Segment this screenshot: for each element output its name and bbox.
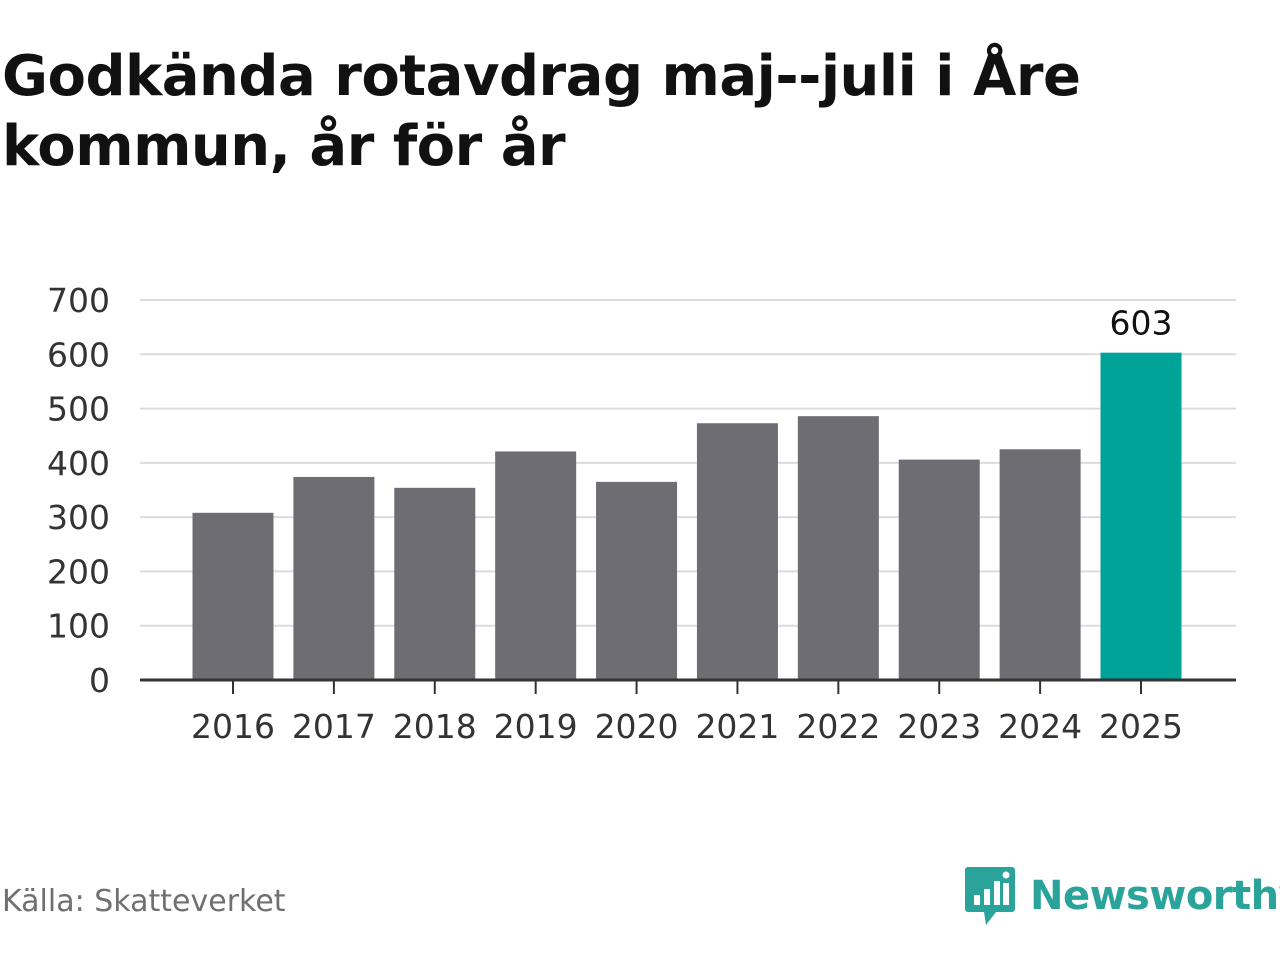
x-tick-label: 2016 — [191, 707, 275, 746]
x-axis — [140, 678, 1236, 694]
data-label: 603 — [1110, 304, 1173, 343]
brand-logo: Newsworthy — [964, 864, 1280, 928]
x-tick-label: 2023 — [897, 707, 981, 746]
y-tick-label: 400 — [47, 444, 110, 483]
bar — [797, 416, 879, 680]
bar — [192, 512, 274, 680]
x-tick-label: 2017 — [292, 707, 376, 746]
x-tick-label: 2018 — [393, 707, 477, 746]
x-tick-label: 2022 — [796, 707, 880, 746]
x-tick-label: 2019 — [494, 707, 578, 746]
bar — [293, 476, 375, 680]
brand-name: Newsworthy — [1030, 873, 1280, 919]
y-tick-label: 200 — [47, 552, 110, 591]
y-axis-tick-labels: 0 100 200 300 400 500 600 700 — [47, 281, 110, 700]
y-tick-label: 300 — [47, 498, 110, 537]
y-tick-label: 0 — [89, 661, 110, 700]
chart-title: Godkända rotavdrag maj--juli i Åre kommu… — [2, 44, 1081, 179]
bar — [1100, 352, 1182, 680]
data-labels: 603 — [1110, 304, 1173, 343]
bar — [696, 423, 778, 680]
bar — [394, 487, 476, 680]
x-tick-label: 2021 — [695, 707, 779, 746]
x-tick-label: 2024 — [998, 707, 1082, 746]
source-note: Källa: Skatteverket — [2, 884, 286, 919]
bars — [192, 352, 1182, 680]
newsworthy-logo-icon — [965, 867, 1015, 925]
y-tick-label: 100 — [47, 607, 110, 646]
y-tick-label: 700 — [47, 281, 110, 320]
y-tick-label: 500 — [47, 390, 110, 429]
y-tick-label: 600 — [47, 335, 110, 374]
bar — [495, 451, 577, 680]
bar — [999, 449, 1081, 680]
bar — [596, 481, 678, 680]
bar — [898, 459, 980, 680]
x-tick-label: 2020 — [595, 707, 679, 746]
x-tick-label: 2025 — [1099, 707, 1183, 746]
x-axis-tick-labels: 2016 2017 2018 2019 2020 2021 2022 2023 2024 2025 — [191, 707, 1183, 746]
